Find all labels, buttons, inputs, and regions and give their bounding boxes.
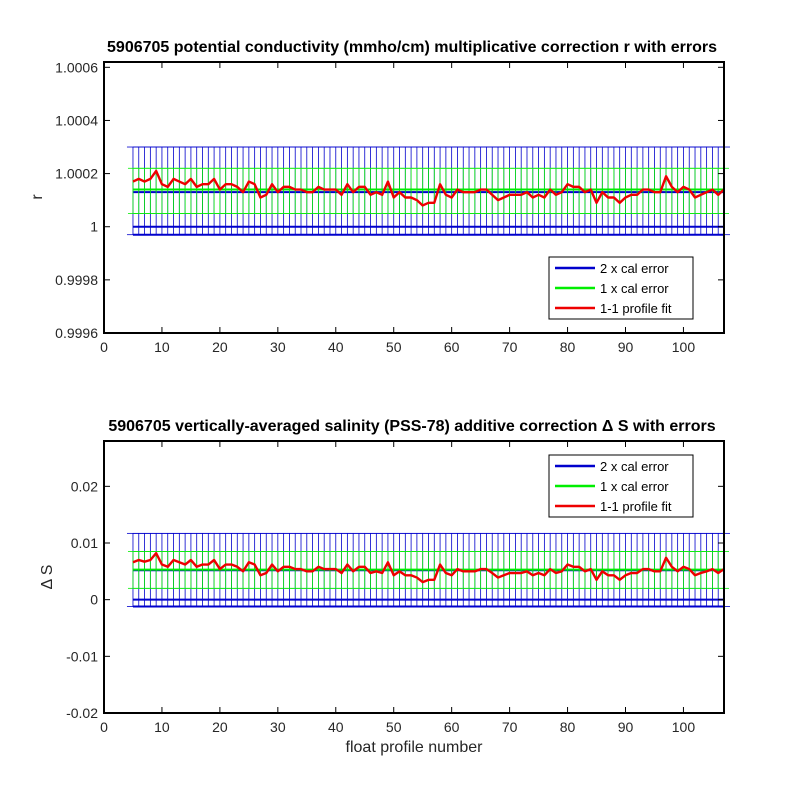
y-tick-label: 1.0002 [55,166,98,182]
y-tick-label: -0.01 [66,648,98,664]
profile-fit-line [132,552,725,584]
y-tick-label: 1 [90,219,98,235]
legend-label-profile-fit: 1-1 profile fit [600,499,672,514]
y-tick-label: 1.0004 [55,112,98,128]
x-tick-label: 20 [212,339,228,355]
panel-2-legend: 2 x cal error 1 x cal error 1-1 profile … [548,454,694,518]
x-tick-label: 90 [618,339,634,355]
x-tick-label: 10 [154,339,170,355]
x-tick-label: 80 [560,339,576,355]
y-tick-label: 0.02 [71,478,98,494]
x-tick-label: 40 [328,719,344,735]
salinity-correction-panel: 5906705 vertically-averaged salinity (PS… [39,418,730,756]
x-tick-label: 70 [502,719,518,735]
panel-2-series [126,532,730,608]
panel-1-y-ticks: 0.9996 0.9998 1 1.0002 1.0004 1.0006 [55,59,724,341]
panel-2-x-ticks: 0 10 20 30 40 50 60 70 80 90 100 [100,441,695,735]
y-tick-label: 0.9996 [55,325,98,341]
x-tick-label: 20 [212,719,228,735]
x-tick-label: 100 [672,339,696,355]
series-1-x-cal-error [127,167,729,214]
panel-2-title: 5906705 vertically-averaged salinity (PS… [108,418,715,435]
x-tick-label: 30 [270,339,286,355]
profile-fit-line [132,169,725,207]
series-1-x-cal-error [127,551,729,589]
legend-label-1x-cal-error: 1 x cal error [600,479,669,494]
series-1-1-profile-fit [132,552,725,584]
legend-label-1x-cal-error: 1 x cal error [600,281,669,296]
y-tick-label: -0.02 [66,705,98,721]
x-tick-label: 60 [444,719,460,735]
legend-label-2x-cal-error: 2 x cal error [600,261,669,276]
legend-label-profile-fit: 1-1 profile fit [600,301,672,316]
x-tick-label: 30 [270,719,286,735]
panel-2-axes-frame [103,440,725,714]
panel-1-y-axis-label: r [29,194,46,200]
y-tick-label: 0 [90,592,98,608]
x-tick-label: 40 [328,339,344,355]
series-1-1-profile-fit [132,169,725,207]
y-tick-label: 0.01 [71,535,98,551]
y-tick-label: 1.0006 [55,59,98,75]
x-tick-label: 100 [672,719,696,735]
legend-label-2x-cal-error: 2 x cal error [600,459,669,474]
y-tick-label: 0.9998 [55,272,98,288]
x-tick-label: 50 [386,719,402,735]
x-tick-label: 70 [502,339,518,355]
conductivity-correction-panel: 5906705 potential conductivity (mmho/cm)… [29,39,730,355]
panel-1-legend: 2 x cal error 1 x cal error 1-1 profile … [548,256,694,320]
x-tick-label: 90 [618,719,634,735]
panel-2-y-axis-label: Δ S [39,565,56,590]
panel-1-series [126,146,730,236]
panel-1-x-ticks: 0 10 20 30 40 50 60 70 80 90 100 [100,62,695,355]
x-tick-label: 80 [560,719,576,735]
x-tick-label: 10 [154,719,170,735]
x-tick-label: 0 [100,719,108,735]
x-tick-label: 60 [444,339,460,355]
panel-1-axes-frame [103,61,725,334]
x-tick-label: 0 [100,339,108,355]
x-tick-label: 50 [386,339,402,355]
panel-1-title: 5906705 potential conductivity (mmho/cm)… [107,39,717,56]
panel-2-x-axis-label: float profile number [346,739,484,756]
